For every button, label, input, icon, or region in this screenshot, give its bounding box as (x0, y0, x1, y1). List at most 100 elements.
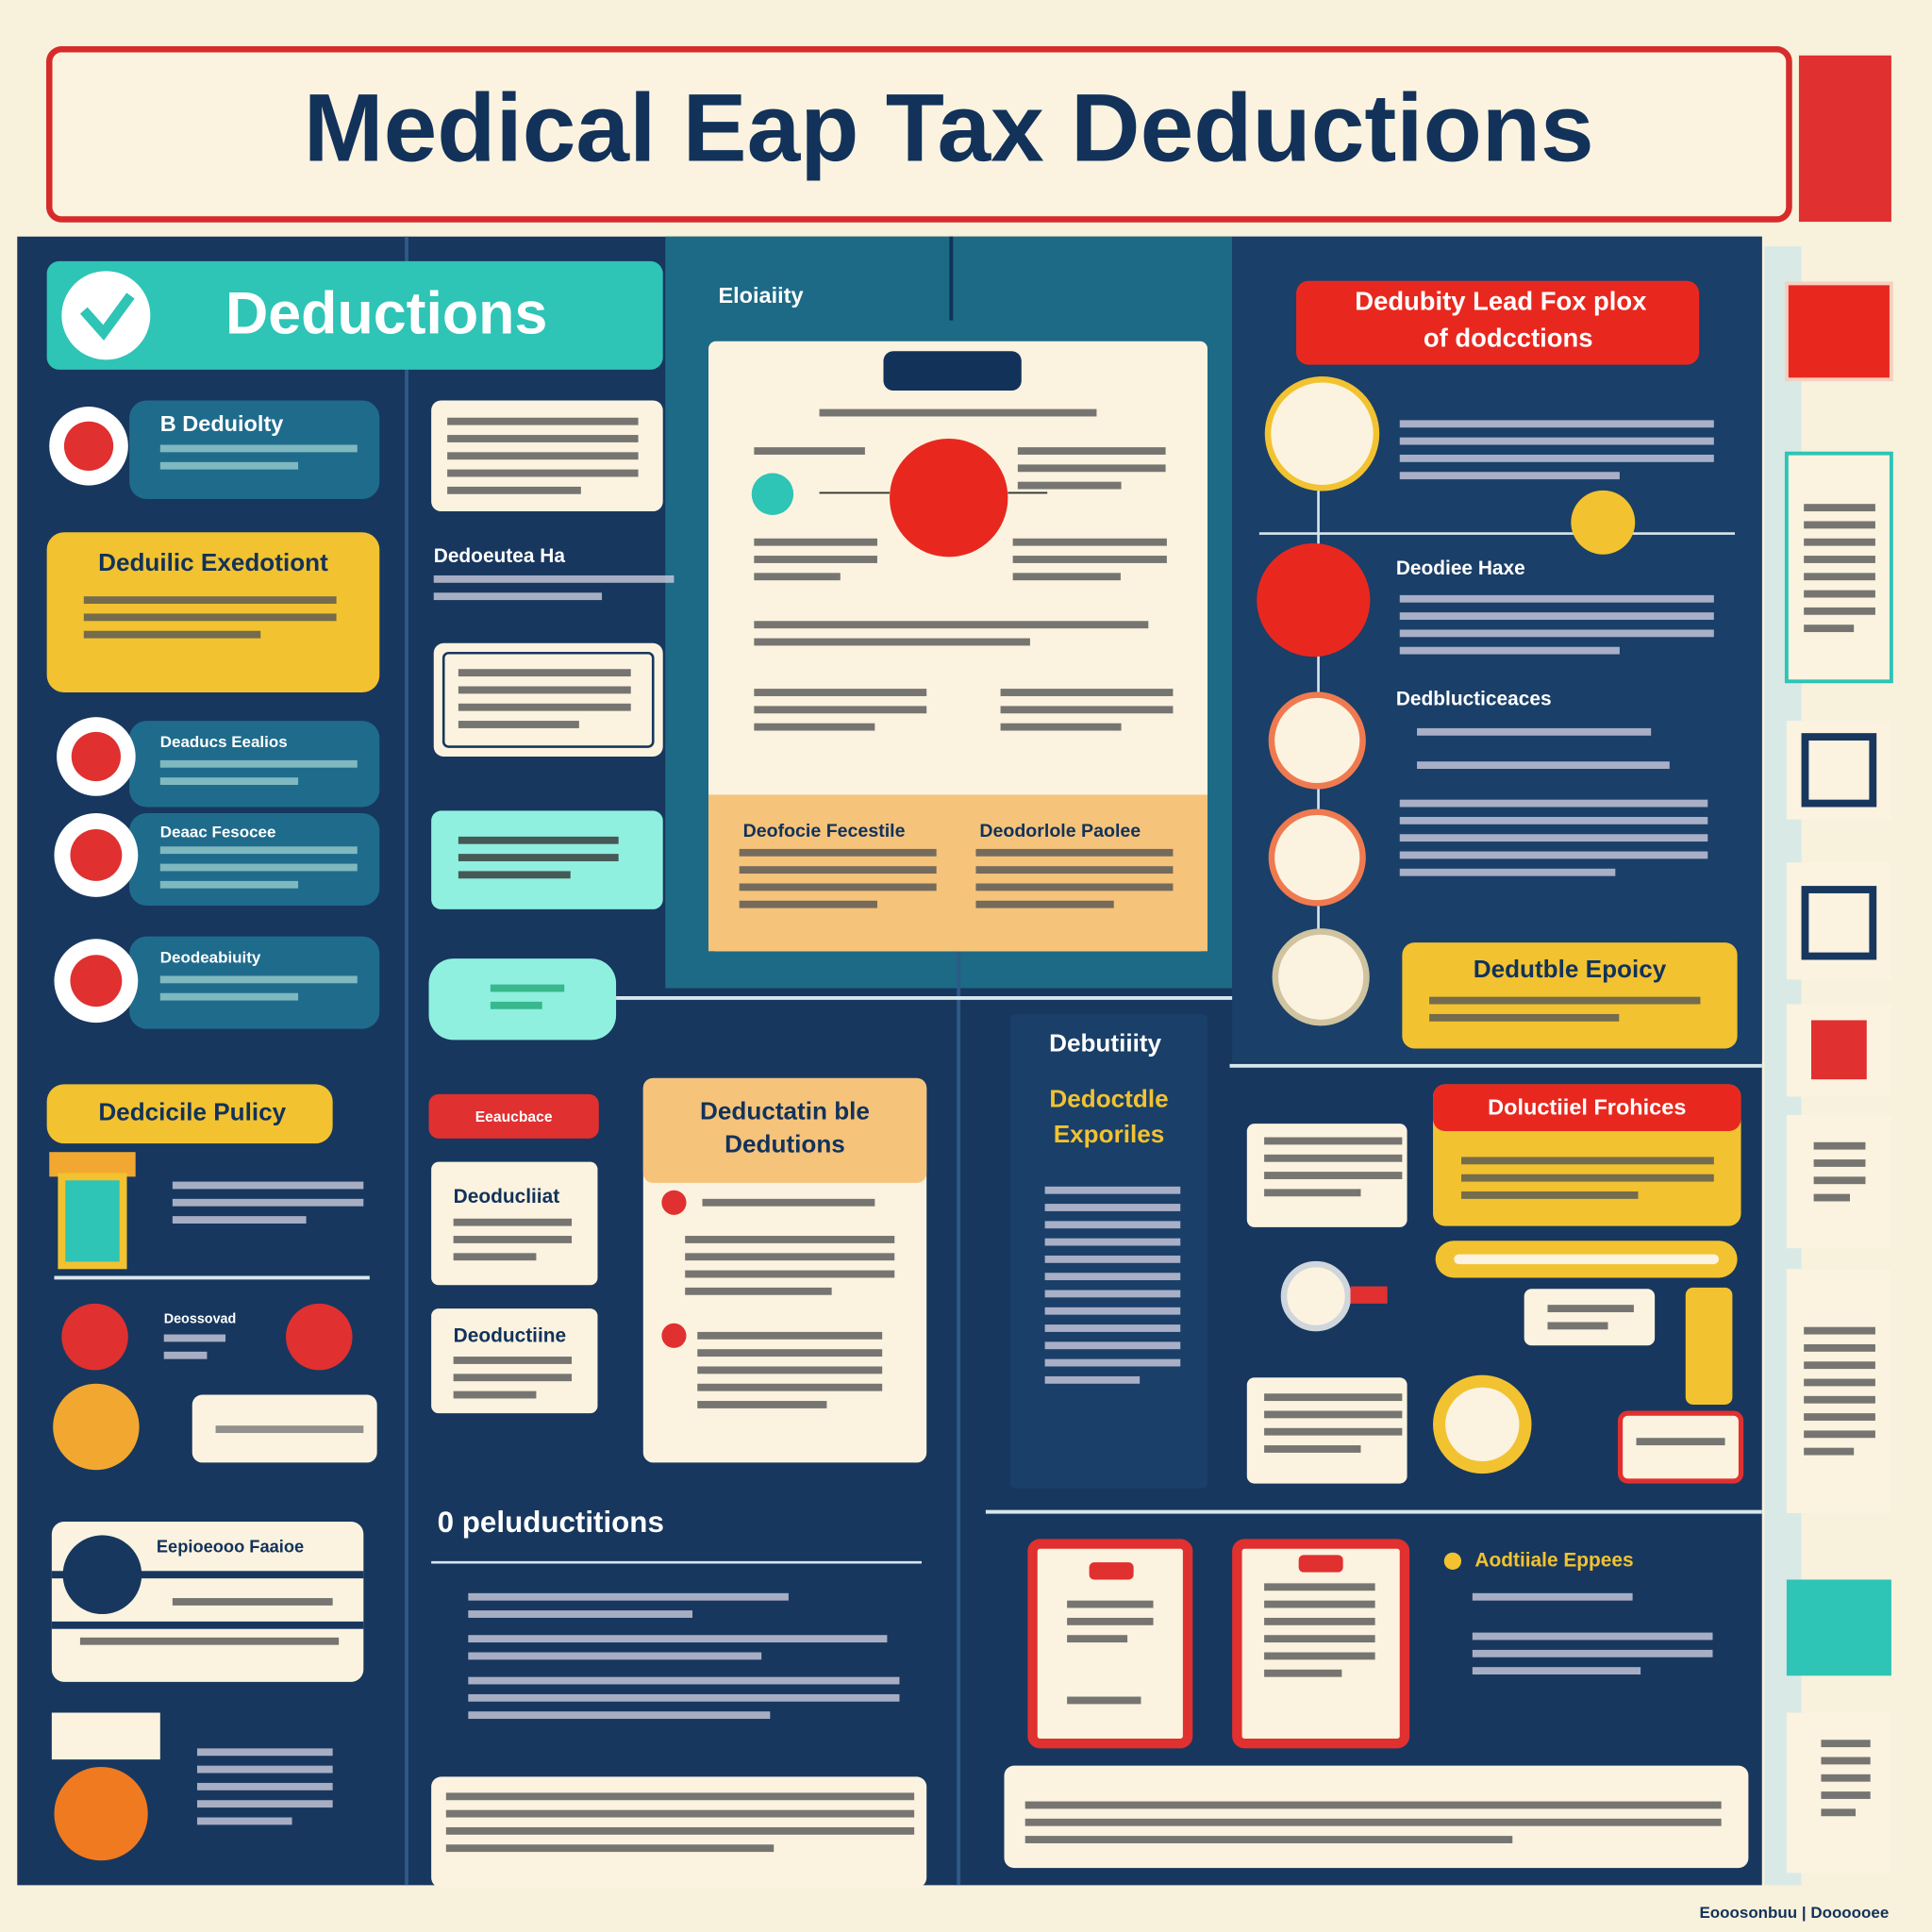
right-head: Dedblucticeaces (1396, 688, 1552, 709)
hanger-clip (883, 351, 1022, 391)
text-line (1067, 1617, 1154, 1625)
right-banner (1296, 280, 1700, 365)
text-line (1429, 996, 1701, 1005)
text-line (159, 863, 358, 872)
policy-icon (49, 1152, 136, 1177)
text-line (196, 1748, 333, 1757)
text-line (458, 686, 631, 694)
contact-icon (61, 1303, 128, 1371)
text-line (196, 1782, 333, 1790)
text-line (1547, 1322, 1608, 1330)
text-line (1067, 1600, 1154, 1608)
text-line (1399, 420, 1714, 428)
text-line (1264, 1445, 1361, 1453)
strip-icon (1784, 281, 1893, 382)
text-line (1804, 1413, 1875, 1421)
center-circle (890, 438, 1008, 558)
text-line (447, 486, 581, 494)
text-line (163, 1334, 226, 1342)
policy-title: Dedcicile Pulicy (98, 1098, 286, 1126)
text-line (1044, 1358, 1181, 1367)
employee-icon (62, 1535, 142, 1615)
text-line (1547, 1305, 1634, 1313)
side-bar (1685, 1287, 1733, 1405)
employee-title: Eepioeooo Faaioe (157, 1536, 304, 1556)
text-line (1044, 1221, 1181, 1229)
text-line (1429, 1013, 1620, 1022)
coin-icon (1571, 490, 1636, 555)
text-line (1044, 1273, 1181, 1281)
text-line (1399, 851, 1708, 859)
plus-icon (751, 473, 794, 515)
text-line (458, 669, 631, 677)
text-line (196, 1765, 333, 1774)
text-line (1804, 607, 1875, 615)
text-line (1804, 590, 1875, 598)
gear-icon (1280, 1260, 1352, 1332)
text-line (1399, 834, 1708, 842)
text-line (1399, 437, 1714, 445)
feature-head (642, 1077, 927, 1183)
slider-track (1454, 1254, 1720, 1265)
text-line (754, 706, 927, 714)
text-line (1264, 1600, 1375, 1608)
text-line (1399, 646, 1620, 655)
item-title: B Deduiolty (160, 411, 284, 436)
text-line (1017, 464, 1166, 473)
text-line (1461, 1157, 1714, 1165)
item-icon-inner (71, 731, 121, 782)
text-line (1264, 1189, 1361, 1197)
text-line (1012, 573, 1121, 581)
gear-flag (1350, 1286, 1388, 1304)
text-line (1821, 1740, 1871, 1748)
deductions-banner (46, 260, 663, 370)
check-icon (61, 271, 151, 360)
text-line (975, 900, 1114, 908)
text-line (1821, 1774, 1871, 1782)
text-line (1264, 1154, 1403, 1162)
sidebar-sub: Dedoctdle (1049, 1084, 1168, 1112)
text-line (458, 703, 631, 711)
highlight-title: Deduilic Exedotiont (98, 548, 328, 576)
text-line (453, 1236, 573, 1243)
text-line (453, 1218, 573, 1226)
text-line (1012, 538, 1167, 546)
panel-head: Deofocie Fecestile (743, 821, 906, 841)
text-line (1044, 1186, 1181, 1194)
text-line (172, 1598, 333, 1606)
text-line (1017, 447, 1166, 455)
text-line (739, 848, 937, 857)
text-line (159, 777, 299, 785)
item-icon-inner (70, 829, 123, 881)
card-title: Deoducliiat (454, 1186, 560, 1208)
text-line (1472, 1592, 1633, 1601)
card (1617, 1410, 1744, 1484)
text-line (1821, 1757, 1871, 1765)
card-title: Deoductiine (454, 1325, 566, 1347)
text-line (1813, 1193, 1851, 1202)
info-pill (428, 958, 617, 1041)
text-line (172, 1198, 364, 1207)
text-line (697, 1401, 827, 1408)
text-line (468, 1693, 900, 1702)
panel-head: Deodorlole Paolee (979, 821, 1141, 841)
contact-title: Deossovad (164, 1312, 237, 1327)
employee-sep (51, 1571, 364, 1579)
text-line (1012, 556, 1167, 563)
text-line (1399, 816, 1708, 824)
text-line (1417, 727, 1652, 736)
item-icon-inner (63, 421, 114, 471)
footer: Eooosonbuu | Doooooee (1699, 1904, 1889, 1922)
text-line (1399, 868, 1616, 876)
text-line (196, 1817, 292, 1825)
text-line (468, 1711, 771, 1720)
text-line (1804, 1326, 1875, 1335)
text-line (453, 1253, 537, 1261)
text-line (975, 866, 1174, 874)
clipboard-clip (1298, 1555, 1343, 1573)
right-banner-text: Dedubity Lead Fox plox (1355, 287, 1647, 316)
text-line (819, 408, 1097, 417)
